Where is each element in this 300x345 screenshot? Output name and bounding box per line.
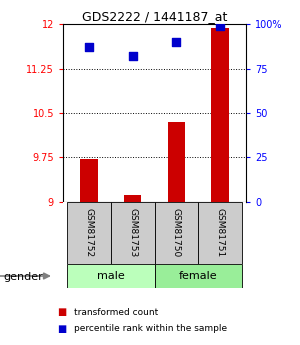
Text: GSM81753: GSM81753 — [128, 208, 137, 257]
Bar — [68, 264, 154, 288]
Bar — [68, 202, 111, 264]
Text: gender: gender — [3, 272, 43, 282]
Text: transformed count: transformed count — [74, 308, 158, 317]
Bar — [124, 195, 141, 202]
Bar — [111, 202, 154, 264]
Title: GDS2222 / 1441187_at: GDS2222 / 1441187_at — [82, 10, 227, 23]
Text: ■: ■ — [57, 324, 66, 334]
Text: GSM81752: GSM81752 — [85, 208, 94, 257]
Bar — [154, 202, 198, 264]
Point — [87, 45, 92, 50]
Point — [218, 23, 222, 29]
Text: GSM81750: GSM81750 — [172, 208, 181, 257]
Bar — [80, 159, 98, 202]
Bar — [211, 28, 229, 202]
Bar — [154, 264, 242, 288]
Text: GSM81751: GSM81751 — [215, 208, 224, 257]
Text: ■: ■ — [57, 307, 66, 317]
Text: female: female — [179, 271, 218, 281]
Bar — [198, 202, 242, 264]
Text: percentile rank within the sample: percentile rank within the sample — [74, 324, 226, 333]
Point — [130, 53, 135, 59]
Bar — [168, 122, 185, 202]
Text: male: male — [97, 271, 125, 281]
Point — [174, 39, 179, 45]
